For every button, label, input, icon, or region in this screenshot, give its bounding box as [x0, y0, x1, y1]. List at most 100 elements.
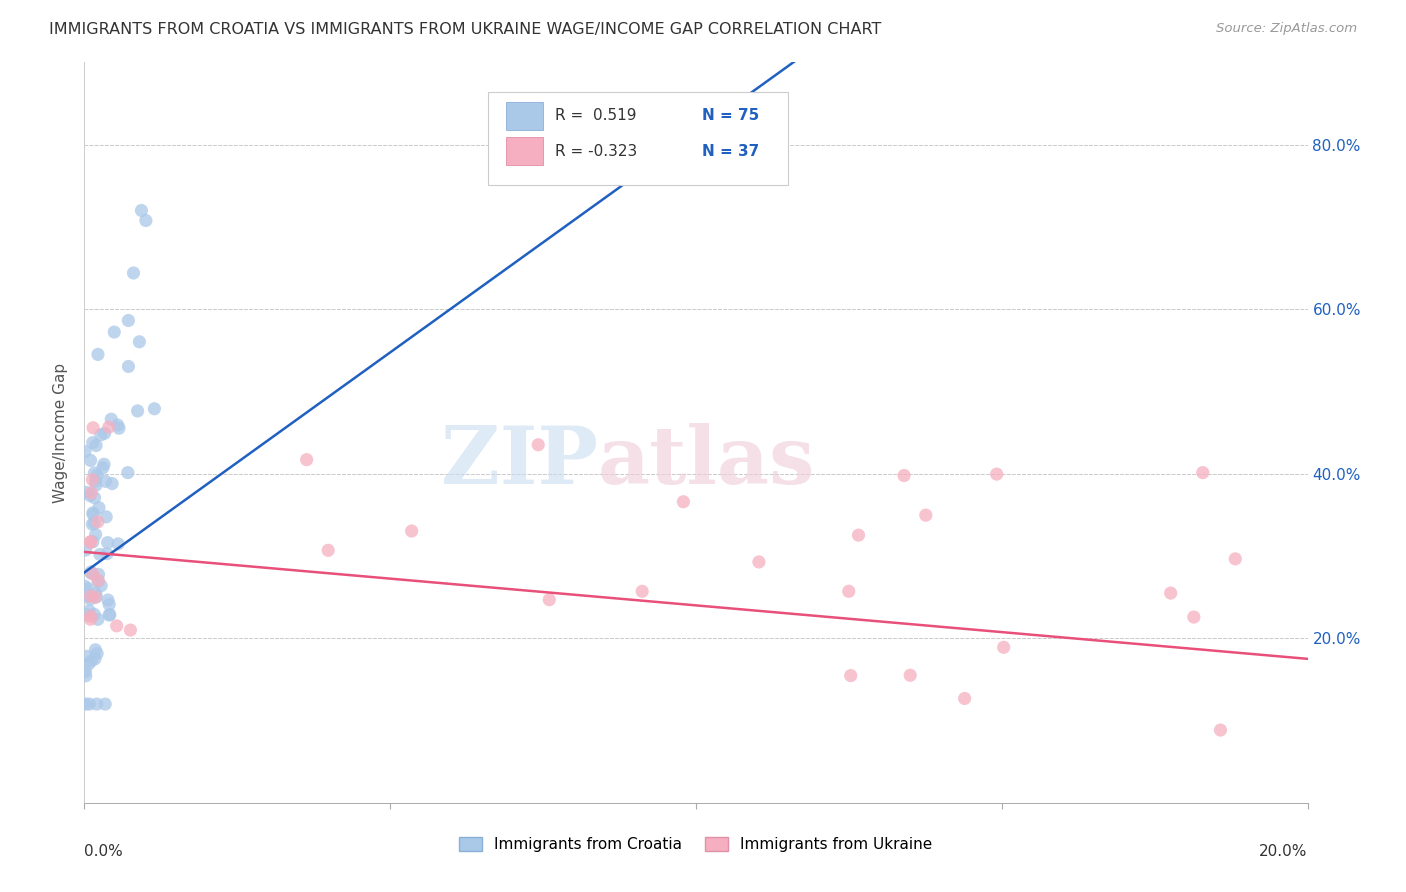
Point — [75, 485, 97, 500]
Point — [86, 697, 108, 711]
Point — [914, 508, 936, 523]
Point — [97, 535, 120, 549]
Point — [103, 325, 125, 339]
Point — [79, 609, 101, 624]
Text: Source: ZipAtlas.com: Source: ZipAtlas.com — [1216, 22, 1357, 36]
Point — [98, 607, 121, 622]
Point — [80, 486, 103, 500]
Point — [77, 590, 100, 604]
Point — [79, 489, 101, 503]
Point — [84, 478, 107, 492]
Point — [135, 213, 157, 227]
Text: N = 75: N = 75 — [702, 108, 759, 123]
Legend: Immigrants from Croatia, Immigrants from Ukraine: Immigrants from Croatia, Immigrants from… — [453, 830, 939, 858]
Point — [631, 584, 654, 599]
Point — [87, 515, 110, 529]
Point — [1209, 723, 1232, 737]
Point — [79, 592, 101, 607]
Text: R =  0.519: R = 0.519 — [555, 108, 637, 123]
Point — [127, 404, 149, 418]
Point — [107, 418, 129, 433]
Point — [128, 334, 150, 349]
Point — [122, 266, 145, 280]
Point — [1225, 551, 1247, 566]
Point — [98, 598, 121, 612]
FancyBboxPatch shape — [488, 92, 787, 185]
Point — [82, 421, 104, 435]
Point — [848, 528, 870, 542]
Point — [80, 566, 103, 581]
Text: 20.0%: 20.0% — [1260, 844, 1308, 858]
Point — [80, 654, 103, 668]
Point — [87, 574, 110, 589]
Point — [117, 466, 139, 480]
Text: ZIP: ZIP — [441, 423, 598, 501]
Point — [748, 555, 770, 569]
Point — [93, 426, 115, 441]
Point — [993, 640, 1015, 655]
Point — [77, 657, 100, 671]
Text: 0.0%: 0.0% — [84, 844, 124, 858]
Point — [672, 495, 695, 509]
Point — [86, 468, 108, 483]
Point — [79, 612, 101, 626]
Point — [107, 537, 129, 551]
Point — [77, 604, 100, 618]
Point — [94, 475, 117, 489]
Point — [117, 313, 139, 327]
Point — [82, 566, 104, 581]
Point — [79, 453, 101, 467]
Point — [91, 461, 114, 475]
Point — [527, 438, 550, 452]
Point — [538, 592, 561, 607]
Point — [79, 535, 101, 549]
Point — [83, 491, 105, 505]
Point — [94, 697, 117, 711]
Point — [75, 669, 97, 683]
Point — [893, 468, 915, 483]
Point — [401, 524, 423, 538]
Point — [108, 421, 131, 435]
Point — [87, 612, 110, 626]
Point — [1160, 586, 1182, 600]
Point — [77, 582, 100, 596]
Point — [73, 579, 96, 593]
Point — [838, 584, 860, 599]
Point — [84, 527, 107, 541]
Y-axis label: Wage/Income Gap: Wage/Income Gap — [53, 362, 69, 503]
Point — [100, 412, 122, 426]
Point — [75, 543, 97, 558]
Text: R = -0.323: R = -0.323 — [555, 144, 637, 159]
Point — [84, 642, 107, 657]
Point — [839, 668, 862, 682]
Point — [75, 697, 97, 711]
Bar — [506, 137, 543, 165]
Point — [986, 467, 1008, 482]
Point — [84, 652, 107, 666]
Point — [87, 574, 110, 588]
Point — [77, 697, 100, 711]
Point — [131, 203, 153, 218]
Point — [86, 647, 108, 661]
Point — [316, 543, 339, 558]
Point — [73, 444, 96, 458]
Point — [295, 452, 318, 467]
Text: N = 37: N = 37 — [702, 144, 759, 159]
Point — [90, 579, 112, 593]
Point — [76, 607, 98, 622]
Point — [98, 607, 121, 622]
Point — [953, 691, 976, 706]
Bar — [506, 102, 543, 130]
Point — [87, 567, 110, 582]
Point — [117, 359, 139, 374]
Point — [84, 438, 107, 452]
Point — [84, 591, 107, 605]
Point — [84, 474, 107, 488]
Point — [84, 586, 107, 600]
Point — [96, 547, 118, 561]
Point — [101, 476, 124, 491]
Point — [898, 668, 921, 682]
Point — [87, 500, 110, 515]
Point — [79, 534, 101, 549]
Point — [82, 517, 104, 532]
